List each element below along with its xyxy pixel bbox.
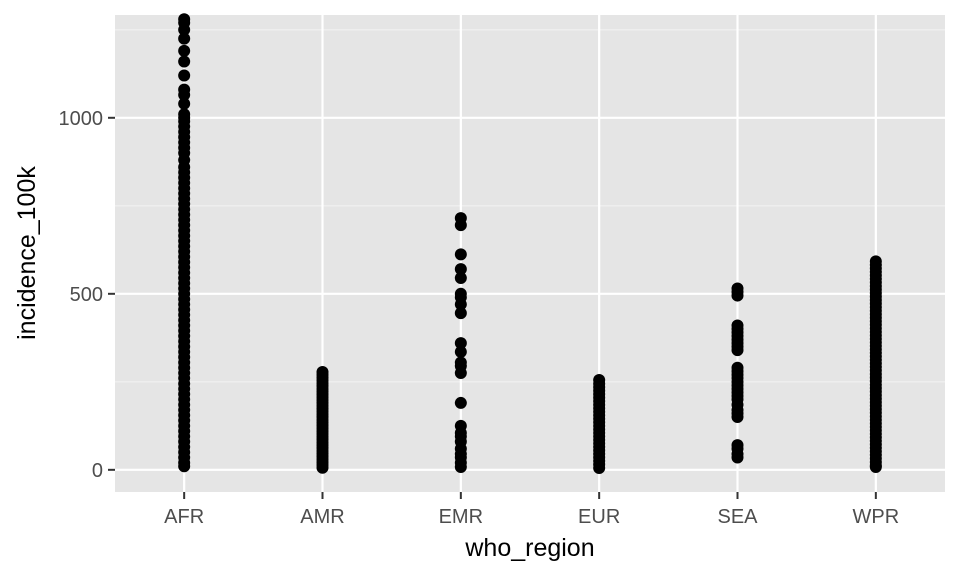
data-point-emr xyxy=(454,219,467,232)
y-tick-label: 0 xyxy=(92,460,103,482)
y-tick-label: 1000 xyxy=(59,108,104,130)
data-point-emr xyxy=(454,396,467,409)
x-tick-label: AMR xyxy=(300,506,344,528)
x-tick-label: EUR xyxy=(578,506,620,528)
data-point-emr xyxy=(454,263,467,276)
data-point-sea xyxy=(731,344,744,357)
data-point-afr xyxy=(178,44,191,57)
plot-panel-background xyxy=(115,15,945,492)
data-point-emr xyxy=(454,248,467,261)
data-point-emr xyxy=(454,367,467,380)
x-tick-label: AFR xyxy=(164,506,204,528)
y-tick-label: 500 xyxy=(70,284,103,306)
data-point-sea xyxy=(731,289,744,302)
minor-gridlines xyxy=(115,29,945,383)
x-tick-label: SEA xyxy=(717,506,758,528)
y-axis: 0 500 1000 xyxy=(59,108,115,482)
x-axis: AFR AMR EMR EUR SEA WPR xyxy=(164,492,899,528)
data-point-emr xyxy=(454,271,467,284)
data-point-afr xyxy=(178,97,191,110)
data-point-afr xyxy=(178,32,191,45)
data-point-wpr xyxy=(869,461,882,474)
data-point-afr xyxy=(178,460,191,473)
data-point-afr xyxy=(178,69,191,82)
x-tick-label: WPR xyxy=(852,506,899,528)
y-axis-title: incidence_100k xyxy=(13,166,41,340)
data-point-amr xyxy=(316,461,329,474)
data-point-eur xyxy=(593,462,606,475)
data-point-afr xyxy=(178,55,191,68)
data-point-sea xyxy=(731,411,744,424)
data-point-emr xyxy=(454,345,467,358)
data-point-emr xyxy=(454,461,467,474)
data-point-emr xyxy=(454,337,467,350)
data-point-emr xyxy=(454,307,467,320)
x-tick-label: EMR xyxy=(439,506,483,528)
data-point-sea xyxy=(731,451,744,464)
data-point-afr xyxy=(178,88,191,101)
x-axis-title: who_region xyxy=(464,534,594,562)
data-point-emr xyxy=(454,298,467,311)
data-points xyxy=(178,13,882,475)
data-point-afr xyxy=(178,23,191,36)
